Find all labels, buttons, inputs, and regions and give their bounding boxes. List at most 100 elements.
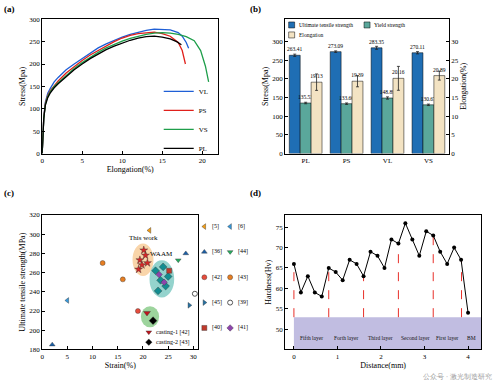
- svg-text:4: 4: [466, 353, 470, 361]
- svg-text:75: 75: [276, 224, 284, 232]
- svg-text:[5]: [5]: [212, 223, 219, 230]
- svg-text:(d): (d): [250, 188, 261, 198]
- svg-text:Distance(mm): Distance(mm): [360, 361, 406, 370]
- svg-text:Stress(Mpa): Stress(Mpa): [18, 67, 27, 106]
- svg-text:[36]: [36]: [212, 248, 222, 255]
- svg-text:PS: PS: [199, 107, 207, 115]
- svg-text:10: 10: [119, 157, 127, 165]
- svg-text:0: 0: [292, 353, 296, 361]
- svg-text:PS: PS: [343, 157, 351, 165]
- svg-text:300: 300: [29, 16, 40, 24]
- svg-text:[45]: [45]: [212, 299, 222, 306]
- svg-text:270.11: 270.11: [410, 44, 425, 50]
- svg-text:50: 50: [276, 131, 284, 139]
- svg-text:15: 15: [451, 94, 459, 102]
- svg-text:Ultimate tensile strength: Ultimate tensile strength: [299, 22, 353, 28]
- svg-text:15: 15: [159, 157, 167, 165]
- svg-text:Elongation(%): Elongation(%): [107, 165, 154, 174]
- svg-text:PL: PL: [302, 157, 310, 165]
- svg-text:3: 3: [423, 353, 427, 361]
- svg-text:Elongation: Elongation: [299, 32, 323, 38]
- svg-text:150: 150: [29, 83, 40, 91]
- svg-text:60: 60: [276, 285, 284, 293]
- svg-text:[6]: [6]: [238, 223, 245, 230]
- svg-text:100: 100: [272, 113, 283, 121]
- svg-text:0: 0: [40, 157, 44, 165]
- svg-text:20.16: 20.16: [392, 69, 405, 75]
- svg-text:30: 30: [190, 353, 198, 361]
- svg-text:Strain(%): Strain(%): [105, 361, 136, 370]
- svg-text:Forth layer: Forth layer: [334, 335, 358, 341]
- svg-text:VS: VS: [199, 126, 208, 134]
- svg-text:150: 150: [272, 94, 283, 102]
- svg-text:(b): (b): [250, 4, 261, 14]
- svg-text:65: 65: [276, 264, 284, 272]
- svg-text:50: 50: [33, 128, 41, 136]
- svg-text:[39]: [39]: [238, 299, 248, 306]
- svg-text:260: 260: [29, 269, 40, 277]
- svg-text:WAAM: WAAM: [150, 250, 173, 258]
- svg-text:55: 55: [276, 305, 284, 313]
- svg-text:250: 250: [272, 57, 283, 65]
- svg-text:Elongation(%): Elongation(%): [459, 63, 468, 110]
- svg-text:180: 180: [29, 346, 40, 354]
- svg-text:[42]: [42]: [212, 274, 222, 281]
- svg-text:Third layer: Third layer: [368, 335, 393, 341]
- svg-text:25: 25: [451, 57, 459, 65]
- svg-text:[43]: [43]: [238, 274, 248, 281]
- svg-text:0: 0: [451, 150, 455, 158]
- svg-text:Second layer: Second layer: [401, 335, 430, 341]
- svg-text:20.89: 20.89: [433, 67, 446, 73]
- svg-text:10: 10: [89, 353, 97, 361]
- svg-text:5: 5: [451, 131, 455, 139]
- svg-text:VS: VS: [424, 157, 433, 165]
- svg-text:50: 50: [276, 326, 284, 334]
- svg-text:公众号 · 激光制造研究: 公众号 · 激光制造研究: [423, 373, 492, 381]
- svg-text:First layer: First layer: [436, 335, 459, 341]
- svg-text:19.39: 19.39: [351, 72, 364, 78]
- svg-text:0: 0: [279, 150, 283, 158]
- svg-text:320: 320: [29, 211, 40, 219]
- svg-text:220: 220: [29, 307, 40, 315]
- svg-text:10: 10: [451, 113, 459, 121]
- svg-text:25: 25: [165, 353, 173, 361]
- svg-text:250: 250: [29, 38, 40, 46]
- svg-text:(a): (a): [4, 4, 15, 14]
- svg-text:300: 300: [29, 231, 40, 239]
- svg-text:133.66: 133.66: [339, 95, 354, 101]
- svg-text:2: 2: [379, 353, 383, 361]
- svg-text:283.35: 283.35: [369, 39, 384, 45]
- svg-text:0: 0: [40, 353, 44, 361]
- svg-text:0: 0: [36, 150, 40, 158]
- svg-text:200: 200: [29, 327, 40, 335]
- svg-text:casting-2 [43]: casting-2 [43]: [156, 339, 190, 346]
- svg-text:Fifth layer: Fifth layer: [300, 335, 323, 341]
- svg-text:Hardness(Hv): Hardness(Hv): [264, 259, 273, 304]
- svg-text:[44]: [44]: [238, 248, 248, 255]
- svg-text:PL: PL: [199, 145, 207, 153]
- svg-text:casting-1 [42]: casting-1 [42]: [156, 329, 190, 336]
- svg-text:130.67: 130.67: [421, 96, 436, 102]
- svg-text:70: 70: [276, 244, 284, 252]
- svg-text:15: 15: [114, 353, 122, 361]
- svg-text:This work: This work: [129, 234, 158, 242]
- svg-text:135.53: 135.53: [298, 94, 313, 100]
- svg-text:30: 30: [451, 38, 459, 46]
- svg-text:Yield strength: Yield strength: [374, 22, 405, 28]
- svg-text:273.09: 273.09: [328, 43, 343, 49]
- svg-text:5: 5: [80, 157, 84, 165]
- svg-text:20: 20: [199, 157, 207, 165]
- svg-text:19.13: 19.13: [310, 73, 323, 79]
- svg-text:[41]: [41]: [238, 324, 248, 331]
- svg-text:Stress(Mpa): Stress(Mpa): [261, 67, 270, 106]
- svg-text:300: 300: [272, 38, 283, 46]
- svg-text:VL: VL: [199, 88, 208, 96]
- svg-text:148.89: 148.89: [380, 89, 395, 95]
- svg-text:Ultimate tensile strength(MPa): Ultimate tensile strength(MPa): [18, 232, 27, 331]
- svg-text:[40]: [40]: [212, 324, 222, 331]
- svg-text:240: 240: [29, 288, 40, 296]
- svg-text:20: 20: [139, 353, 147, 361]
- svg-text:5: 5: [66, 353, 70, 361]
- svg-text:BM: BM: [467, 335, 476, 341]
- svg-text:280: 280: [29, 250, 40, 258]
